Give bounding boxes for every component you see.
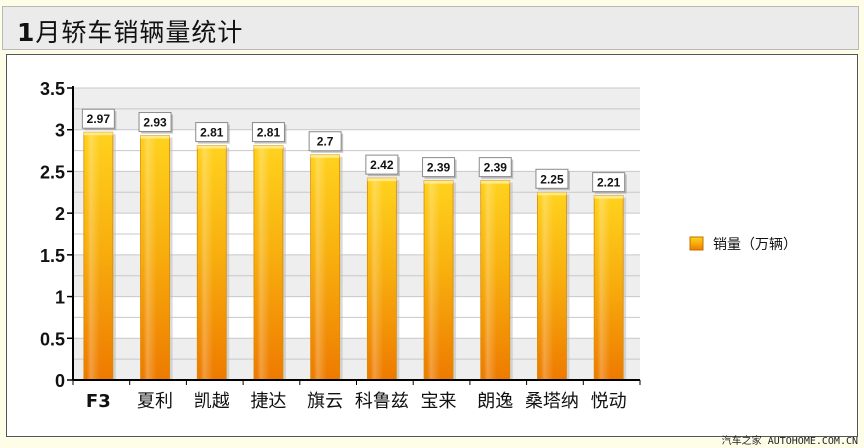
bar-cap [480,180,510,184]
value-label: 2.39 [484,161,508,175]
value-label: 2.42 [370,158,394,172]
bar-cap [140,135,170,139]
value-label-box [535,168,569,189]
bar-highlight [483,181,497,380]
value-label: 2.81 [200,126,224,140]
y-tick-label: 3 [55,121,65,141]
value-label: 2.25 [540,172,564,186]
legend-label: 销量（万辆） [713,237,797,253]
value-label: 2.93 [143,116,167,130]
x-tick-label: 旗云 [307,391,343,412]
title-rest: 月轿车销辆量统计 [35,18,244,47]
bar-highlight [597,196,611,380]
y-tick-label: 0.5 [40,329,65,349]
y-tick-label: 1 [55,288,65,308]
bar-cap [424,180,454,184]
value-label-box [422,157,456,178]
watermark: 汽车之家 AUTOHOME.COM.CN [721,436,858,447]
value-label: 2.81 [257,126,281,140]
value-label-box [251,122,285,143]
axes [67,86,641,385]
y-tick-label: 0 [55,371,65,391]
value-label-box [592,172,626,193]
value-label-box [478,157,512,178]
value-label-box [308,131,342,152]
bar-highlight [86,133,100,380]
title-bar: 1月轿车销辆量统计 [2,6,859,50]
value-labels: 2.97 2.93 2.81 2.81 2.7 2.42 2.39 2.39 2.25 2.21 [81,108,627,194]
x-tick-label: 悦动 [591,391,627,412]
bar-highlight [370,179,384,380]
x-tick-labels: F3 夏利 凯越 捷达 旗云 科鲁兹 宝来 朗逸 桑塔纳 悦动 [86,391,627,412]
value-label: 2.7 [317,135,334,149]
x-tick-label: 科鲁兹 [355,391,409,412]
x-tick-label: 宝来 [421,391,457,412]
y-tick-labels: 0 0.5 1 1.5 2 2.5 3 3.5 [40,79,65,391]
x-tick-label: 凯越 [194,391,230,412]
y-tick-label: 2.5 [40,162,65,182]
bars [83,131,627,381]
title-bold: 1 [17,18,36,47]
y-tick-label: 1.5 [40,246,65,266]
x-tick-label: 夏利 [137,391,173,412]
bar-cap [83,132,113,136]
y-tick-label: 2 [55,204,65,224]
bar-cap [537,192,567,196]
page-title: 1月轿车销辆量统计 [17,13,243,49]
legend: 销量（万辆） [689,236,797,253]
x-tick-label: 朗逸 [477,391,513,412]
bar-cap [197,145,227,149]
x-tick-label: 捷达 [250,391,286,412]
bar-cap [253,145,283,149]
value-label-box [81,108,115,129]
legend-swatch [689,236,704,251]
x-tick-label: 桑塔纳 [525,391,579,412]
bar-highlight [143,136,157,380]
bar-highlight [200,146,214,380]
bar-highlight [256,146,270,380]
bar-highlight [427,181,441,380]
value-label: 2.97 [87,112,111,126]
x-tick-label: F3 [86,391,111,412]
value-label: 2.39 [427,161,451,175]
bar-cap [594,195,624,199]
value-label: 2.21 [597,176,621,190]
bar-highlight [540,193,554,380]
value-label-box [365,154,399,175]
bar-cap [367,178,397,182]
y-tick-label: 3.5 [40,79,65,99]
bar-cap [310,154,340,158]
value-label-box [138,112,172,133]
bar-highlight [313,155,327,380]
value-label-box [195,122,229,143]
